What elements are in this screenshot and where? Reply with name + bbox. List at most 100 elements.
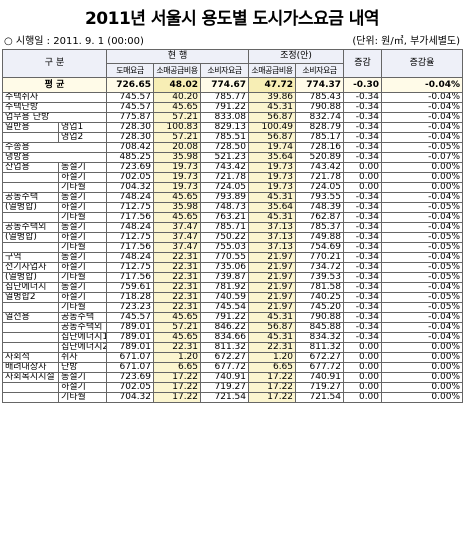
value-cell: 22.31	[153, 262, 202, 273]
subcategory-cell: 기타월	[57, 392, 108, 403]
table-row: 집단에너지2 789.01 22.31 811.32 22.31 811.32 0.00 0.…	[2, 342, 464, 353]
value-cell: 0.00	[343, 182, 383, 193]
subcategory-cell: 공동주택	[57, 312, 108, 323]
value-cell: 45.31	[248, 312, 297, 323]
table-row: 냉방용 485.25 35.98 521.23 35.64 520.89 -0.34 -0.0…	[1, 152, 464, 163]
subcategory-cell: 하절기	[57, 292, 108, 303]
table-row: 주택취사 745.57 40.20 785.77 39.86 785.43 -0.34 -0.…	[1, 92, 464, 103]
subcategory-cell: 동절기	[57, 222, 108, 233]
value-cell: 22.31	[153, 282, 202, 293]
value-cell: 1.20	[153, 352, 202, 363]
value-cell: 790.88	[295, 102, 345, 113]
header-adj-retail: 소매공급비용	[248, 63, 297, 78]
value-cell: 708.42	[106, 142, 155, 153]
value-cell: 45.31	[248, 332, 297, 343]
value-cell: -0.34	[343, 332, 383, 343]
value-cell: 0.00%	[381, 182, 464, 193]
table-row: 수송용 708.42 20.08 728.50 19.74 728.16 -0.34 -0.0…	[1, 142, 464, 153]
value-cell: 37.13	[248, 242, 297, 253]
value-cell: 721.54	[200, 392, 250, 403]
category-cell	[2, 382, 59, 393]
value-cell: 702.05	[106, 172, 155, 183]
value-cell: 56.87	[248, 112, 297, 123]
value-cell: 846.22	[200, 322, 250, 333]
value-cell: 0.00%	[381, 382, 464, 393]
value-cell: 45.65	[153, 192, 202, 203]
table-row: 공동주택 동절기 748.24 45.65 793.89 45.31 793.55 -0.34…	[2, 192, 464, 203]
value-cell: 712.75	[106, 232, 155, 243]
value-cell: 717.56	[106, 242, 155, 253]
value-cell: 45.65	[153, 102, 202, 113]
value-cell: 793.89	[200, 192, 250, 203]
value-cell: 37.47	[153, 242, 202, 253]
value-cell: 45.65	[153, 312, 202, 323]
table-row: 일반용 영업1 728.30 100.83 829.13 100.49 828.79 -0.3…	[2, 122, 464, 133]
value-cell: 834.32	[295, 332, 345, 343]
value-cell: 17.22	[153, 392, 202, 403]
value-cell: 0.00	[343, 362, 383, 373]
value-cell: 37.13	[248, 222, 297, 233]
value-cell: -0.34	[343, 312, 383, 323]
table-row: 구역 동절기 748.24 22.31 770.55 21.97 770.21 -0.34 -0…	[2, 252, 464, 263]
subcategory-cell: 하절기	[57, 202, 108, 213]
value-cell: 671.07	[106, 362, 155, 373]
table-row: 산업용 동절기 723.69 19.73 743.42 19.73 743.42 0.00 0.…	[2, 162, 464, 173]
average-cell: 774.67	[200, 77, 250, 93]
value-cell: -0.34	[343, 112, 383, 123]
value-cell: -0.04%	[381, 192, 464, 203]
unit-note: (단위: 원/㎥, 부가세별도)	[352, 36, 460, 47]
table-row: 전기사업자 하절기 712.75 22.31 735.06 21.97 734.72 -0.3…	[2, 262, 464, 273]
value-cell: -0.34	[343, 322, 383, 333]
subcategory-cell: 동절기	[57, 252, 108, 263]
value-cell: 829.13	[200, 122, 250, 133]
category-cell: 구역	[2, 252, 59, 263]
subcategory-cell: 집단에너지2	[57, 342, 108, 353]
value-cell: 721.78	[295, 172, 345, 183]
value-cell: 45.31	[248, 212, 297, 223]
category-cell: 공동주택외	[2, 222, 59, 233]
category-cell	[2, 182, 59, 193]
category-cell: 업무용 난방	[1, 112, 108, 123]
value-cell: 45.65	[153, 332, 202, 343]
subcategory-cell: 하절기	[57, 262, 108, 273]
value-cell: 35.64	[248, 152, 297, 163]
value-cell: 740.91	[295, 372, 345, 383]
value-cell: 35.98	[153, 202, 202, 213]
value-cell: 728.50	[200, 142, 250, 153]
value-cell: -0.04%	[381, 102, 464, 113]
subcategory-cell: 기타월	[57, 242, 108, 253]
value-cell: -0.04%	[381, 222, 464, 233]
value-cell: 0.00%	[381, 342, 464, 353]
value-cell: -0.34	[343, 202, 383, 213]
header-total: 소비자요금	[200, 63, 250, 78]
value-cell: 37.13	[248, 232, 297, 243]
value-cell: 712.75	[106, 202, 155, 213]
value-cell: 719.27	[295, 382, 345, 393]
value-cell: 834.66	[200, 332, 250, 343]
value-cell: 770.21	[295, 252, 345, 263]
average-cell: 726.65	[106, 77, 155, 93]
value-cell: -0.34	[343, 92, 383, 103]
value-cell: 718.28	[106, 292, 155, 303]
value-cell: 789.01	[106, 332, 155, 343]
subcategory-cell: 취사	[57, 352, 108, 363]
value-cell: 56.87	[248, 132, 297, 143]
value-cell: 0.00	[343, 352, 383, 363]
value-cell: -0.05%	[381, 202, 464, 213]
value-cell: 724.05	[295, 182, 345, 193]
value-cell: 811.32	[200, 342, 250, 353]
value-cell: -0.34	[343, 232, 383, 243]
value-cell: -0.34	[343, 242, 383, 253]
value-cell: -0.05%	[381, 232, 464, 243]
value-cell: -0.34	[343, 132, 383, 143]
value-cell: 745.57	[106, 92, 155, 103]
value-cell: 22.31	[153, 302, 202, 313]
category-cell: 전기사업자	[2, 262, 59, 273]
table-row: 집단에너지1 789.01 45.65 834.66 45.31 834.32 -0.34-…	[2, 332, 464, 343]
average-row: 평 균 726.65 48.02 774.67 47.72 774.37 -0.…	[1, 77, 464, 93]
value-cell: 0.00	[343, 372, 383, 383]
value-cell: -0.34	[343, 252, 383, 263]
category-cell: 주택난방	[1, 102, 108, 113]
value-cell: 19.73	[153, 162, 202, 173]
value-cell: -0.04%	[381, 122, 464, 133]
